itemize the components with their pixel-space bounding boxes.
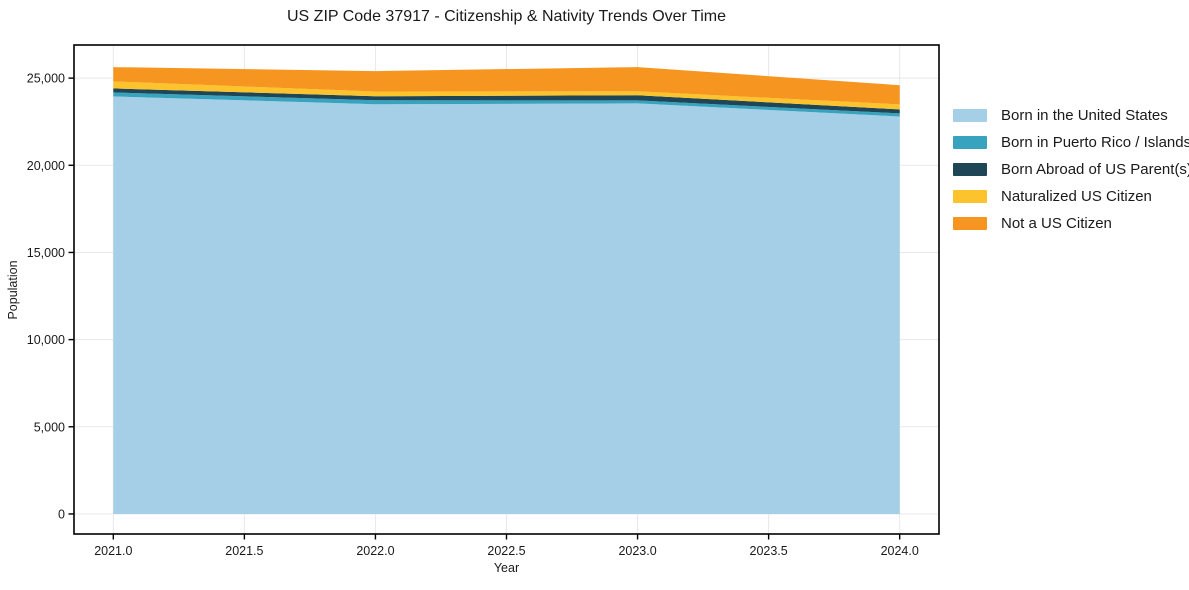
legend-swatch [953,190,987,203]
legend-swatch [953,109,987,122]
legend-swatch [953,217,987,230]
legend-label: Born in Puerto Rico / Islands [1001,134,1189,151]
y-tick-label: 10,000 [27,333,65,347]
legend: Born in the United States Born in Puerto … [953,102,1189,237]
legend-item: Not a US Citizen [953,210,1189,237]
legend-swatch [953,163,987,176]
x-tick-label: 2022.5 [487,544,525,558]
y-tick-label: 25,000 [27,72,65,86]
x-tick-label: 2021.5 [225,544,263,558]
area-naturalized-us-citizen [113,81,900,110]
y-tick-label: 15,000 [27,246,65,260]
area-not-a-us-citizen [113,67,900,105]
x-tick-label: 2021.0 [94,544,132,558]
legend-label: Born in the United States [1001,107,1168,124]
x-tick-label: 2024.0 [881,544,919,558]
area-born-in-the-united-states [113,96,900,515]
legend-label: Born Abroad of US Parent(s) [1001,161,1189,178]
x-axis-label: Year [493,561,520,575]
area-born-abroad-of-us-parent-s [113,88,900,114]
x-tick-label: 2023.5 [750,544,788,558]
x-tick-label: 2022.0 [356,544,394,558]
y-axis-label: Population [6,260,20,320]
legend-item: Born Abroad of US Parent(s) [953,156,1189,183]
x-tick-label: 2023.0 [618,544,656,558]
area-born-in-puerto-rico-islands [113,92,900,117]
legend-label: Naturalized US Citizen [1001,188,1152,205]
legend-swatch [953,136,987,149]
y-tick-label: 20,000 [27,159,65,173]
legend-item: Born in Puerto Rico / Islands [953,129,1189,156]
y-tick-label: 5,000 [34,420,65,434]
legend-label: Not a US Citizen [1001,215,1112,232]
chart-title: US ZIP Code 37917 - Citizenship & Nativi… [287,8,726,25]
legend-item: Born in the United States [953,102,1189,129]
legend-item: Naturalized US Citizen [953,183,1189,210]
y-tick-label: 0 [58,507,65,521]
